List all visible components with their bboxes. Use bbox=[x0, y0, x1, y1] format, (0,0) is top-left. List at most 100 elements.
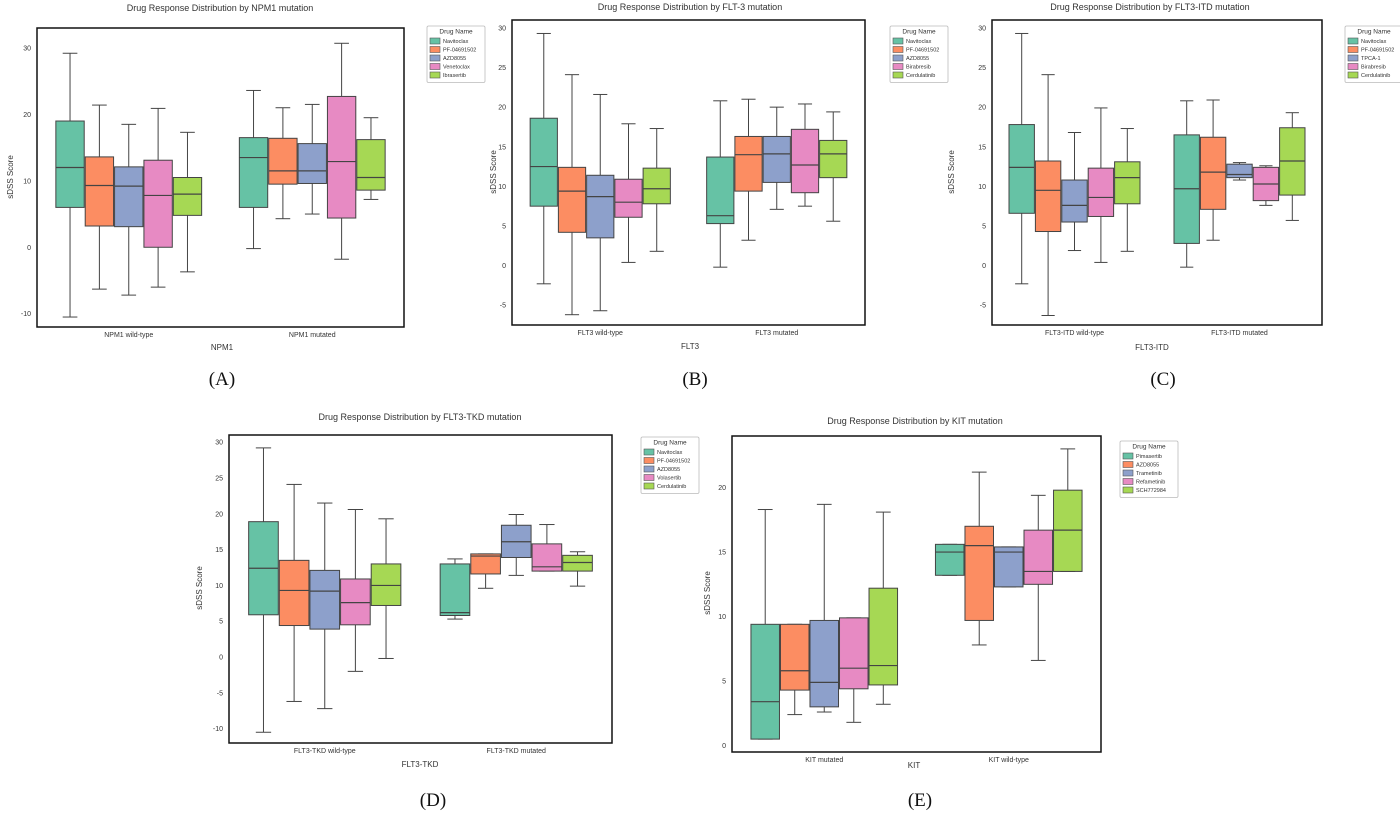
legend-swatch bbox=[643, 474, 655, 481]
box-birabresib-0 bbox=[1087, 107, 1115, 263]
box-cerdulatinib-1 bbox=[1279, 112, 1306, 221]
legend-entry: Trametinib bbox=[1136, 471, 1162, 477]
y-tick-label: 20 bbox=[978, 105, 986, 112]
box-navitoclax-1 bbox=[706, 100, 735, 268]
x-tick-label: NPM1 mutated bbox=[289, 332, 336, 339]
box-pf-04691502-0 bbox=[557, 74, 587, 316]
box-body bbox=[819, 139, 848, 179]
box-body bbox=[356, 139, 386, 191]
box-body bbox=[370, 563, 402, 606]
y-tick-label: 0 bbox=[982, 263, 986, 270]
box-body bbox=[1053, 489, 1083, 572]
legend-entry: AZD8055 bbox=[443, 56, 466, 62]
box-body bbox=[734, 135, 763, 192]
legend-title: Drug Name bbox=[653, 440, 687, 447]
legend: Drug Name Pimasertib AZD8055 Trametinib Refa… bbox=[1119, 440, 1179, 498]
box-body bbox=[839, 617, 869, 690]
box-body bbox=[790, 128, 820, 194]
y-tick-label: -5 bbox=[500, 303, 506, 310]
box-body bbox=[1061, 179, 1088, 223]
legend-swatch bbox=[429, 37, 441, 45]
box-body bbox=[470, 553, 501, 575]
plot-frame bbox=[228, 434, 613, 744]
box-volasertib-1 bbox=[531, 524, 563, 572]
box-cerdulatinib-0 bbox=[370, 518, 402, 659]
legend-entry: Navitoclax bbox=[1361, 39, 1387, 45]
box-body bbox=[762, 135, 791, 183]
legend-swatch bbox=[892, 37, 904, 45]
y-tick-label: 25 bbox=[498, 65, 506, 72]
panel-label: (D) bbox=[420, 790, 446, 811]
y-tick-label: 10 bbox=[23, 178, 31, 185]
legend-swatch bbox=[1122, 486, 1134, 494]
plot-frame bbox=[36, 27, 405, 328]
box-body bbox=[268, 137, 298, 185]
box-body bbox=[172, 177, 203, 216]
legend-title: Drug Name bbox=[1132, 444, 1166, 451]
chart-title: Drug Response Distribution by FLT-3 muta… bbox=[598, 2, 782, 12]
y-tick-label: -10 bbox=[213, 726, 223, 733]
panel-label: (C) bbox=[1150, 369, 1175, 390]
x-tick-label: KIT mutated bbox=[805, 757, 843, 764]
box-ibrasertib-1 bbox=[356, 117, 386, 200]
y-tick-label: 30 bbox=[215, 440, 223, 447]
legend-swatch bbox=[892, 63, 904, 70]
box-azd8055-0 bbox=[779, 623, 810, 716]
box-azd8055-0 bbox=[114, 123, 144, 296]
y-tick-label: 0 bbox=[502, 263, 506, 270]
chart-panel-0: Drug Response Distribution by NPM1 mutat… bbox=[6, 3, 486, 390]
box-body bbox=[1008, 124, 1035, 214]
box-birabresib-0 bbox=[614, 123, 643, 263]
box-navitoclax-1 bbox=[1173, 100, 1200, 268]
legend-entry: PF-04691502 bbox=[906, 48, 939, 54]
legend-entry: Refametinib bbox=[1136, 480, 1165, 486]
box-body bbox=[529, 117, 558, 207]
box-body bbox=[439, 563, 471, 617]
y-tick-label: 30 bbox=[498, 25, 506, 32]
legend-swatch bbox=[1122, 461, 1134, 468]
legend-entry: AZD8055 bbox=[906, 56, 929, 62]
box-trametinib-0 bbox=[809, 503, 840, 713]
box-navitoclax-0 bbox=[1008, 32, 1035, 285]
box-sch772984-0 bbox=[868, 511, 899, 705]
box-azd8055-1 bbox=[762, 106, 791, 210]
box-cerdulatinib-0 bbox=[642, 128, 671, 252]
box-venetoclax-0 bbox=[143, 107, 173, 288]
legend-frame bbox=[889, 25, 949, 83]
legend-entry: Ibrasertib bbox=[443, 73, 466, 79]
legend-swatch bbox=[429, 63, 441, 70]
legend-entry: Navitoclax bbox=[906, 39, 932, 45]
chart-panel-1: Drug Response Distribution by FLT-3 muta… bbox=[489, 2, 949, 390]
y-axis-label: sDSS Score bbox=[947, 150, 956, 194]
legend-swatch bbox=[1347, 54, 1359, 62]
legend-entry: Venetoclax bbox=[443, 65, 470, 71]
box-sch772984-1 bbox=[1053, 448, 1083, 572]
x-tick-label: FLT3-TKD wild-type bbox=[294, 748, 356, 755]
box-body bbox=[557, 166, 587, 233]
y-tick-label: 15 bbox=[215, 547, 223, 554]
y-tick-label: 25 bbox=[978, 65, 986, 72]
box-body bbox=[1226, 163, 1253, 179]
legend-entry: Cerdulatinib bbox=[906, 73, 935, 79]
legend-entry: Cerdulatinib bbox=[1361, 73, 1390, 79]
box-body bbox=[642, 167, 671, 205]
box-navitoclax-0 bbox=[55, 52, 85, 318]
legend-swatch bbox=[429, 71, 441, 79]
box-refametinib-0 bbox=[839, 617, 869, 723]
y-tick-label: 30 bbox=[23, 45, 31, 52]
box-body bbox=[614, 178, 643, 218]
y-tick-label: 5 bbox=[502, 223, 506, 230]
box-body bbox=[340, 578, 371, 626]
box-body bbox=[1114, 161, 1141, 205]
x-axis-label: FLT3-TKD bbox=[402, 760, 439, 769]
legend-swatch bbox=[1347, 63, 1359, 70]
box-navitoclax-0 bbox=[248, 447, 279, 733]
legend-entry: AZD8055 bbox=[1136, 463, 1159, 469]
legend-swatch bbox=[1347, 37, 1359, 45]
chart-title: Drug Response Distribution by NPM1 mutat… bbox=[127, 3, 314, 13]
legend-entry: Birabresib bbox=[906, 65, 931, 71]
chart-panel-2: Drug Response Distribution by FLT3-ITD m… bbox=[947, 2, 1400, 390]
y-tick-label: 20 bbox=[498, 105, 506, 112]
legend-swatch bbox=[1347, 46, 1359, 53]
box-navitoclax-1 bbox=[238, 89, 269, 250]
